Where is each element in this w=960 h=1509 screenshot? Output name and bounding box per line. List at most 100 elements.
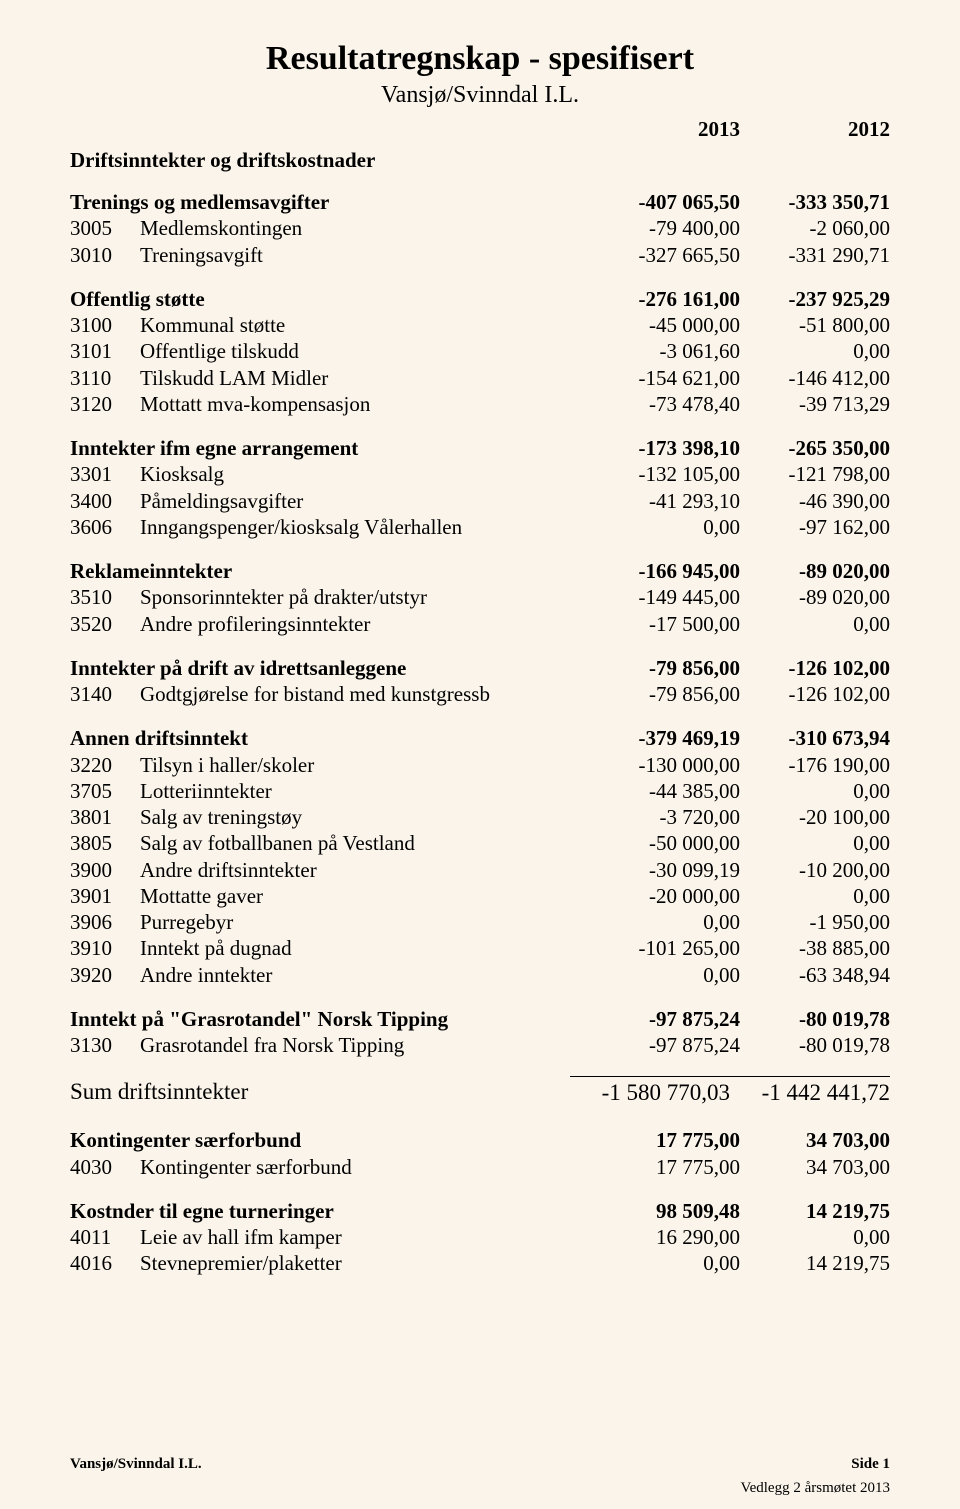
account-number: 3920 xyxy=(70,962,140,988)
account-value-1: -149 445,00 xyxy=(590,584,740,610)
sum-row: Sum driftsinntekter -1 580 770,03 -1 442… xyxy=(70,1076,890,1109)
group-label: Inntekter ifm egne arrangement xyxy=(70,435,590,461)
group-header: Inntekt på "Grasrotandel" Norsk Tipping-… xyxy=(70,1006,890,1032)
account-number: 3301 xyxy=(70,461,140,487)
account-value-1: 0,00 xyxy=(590,962,740,988)
group-header: Inntekter ifm egne arrangement-173 398,1… xyxy=(70,435,890,461)
account-number: 3120 xyxy=(70,391,140,417)
account-number: 3901 xyxy=(70,883,140,909)
account-line: 4011Leie av hall ifm kamper16 290,000,00 xyxy=(70,1224,890,1250)
account-description: Lotteriinntekter xyxy=(140,778,590,804)
account-line: 3100Kommunal støtte-45 000,00-51 800,00 xyxy=(70,312,890,338)
account-value-2: -51 800,00 xyxy=(740,312,890,338)
account-number: 3705 xyxy=(70,778,140,804)
account-group: Inntekter ifm egne arrangement-173 398,1… xyxy=(70,435,890,540)
account-number: 3400 xyxy=(70,488,140,514)
group-value-1: 17 775,00 xyxy=(590,1127,740,1153)
group-value-2: -80 019,78 xyxy=(740,1006,890,1032)
group-value-2: -237 925,29 xyxy=(740,286,890,312)
account-value-1: -154 621,00 xyxy=(590,365,740,391)
year-header-row: 2013 2012 xyxy=(70,117,890,142)
account-value-1: 0,00 xyxy=(590,909,740,935)
group-header: Trenings og medlemsavgifter-407 065,50-3… xyxy=(70,189,890,215)
account-description: Treningsavgift xyxy=(140,242,590,268)
account-value-1: -73 478,40 xyxy=(590,391,740,417)
account-line: 3010Treningsavgift-327 665,50-331 290,71 xyxy=(70,242,890,268)
year-col-1: 2013 xyxy=(590,117,740,142)
account-value-2: 0,00 xyxy=(740,883,890,909)
account-line: 4030Kontingenter særforbund17 775,0034 7… xyxy=(70,1154,890,1180)
account-line: 3400Påmeldingsavgifter-41 293,10-46 390,… xyxy=(70,488,890,514)
group-header: Reklameinntekter-166 945,00-89 020,00 xyxy=(70,558,890,584)
account-line: 3120Mottatt mva-kompensasjon-73 478,40-3… xyxy=(70,391,890,417)
account-value-2: -20 100,00 xyxy=(740,804,890,830)
group-value-1: -97 875,24 xyxy=(590,1006,740,1032)
account-value-1: 16 290,00 xyxy=(590,1224,740,1250)
account-value-1: -132 105,00 xyxy=(590,461,740,487)
account-value-2: -63 348,94 xyxy=(740,962,890,988)
sum-value-2: -1 442 441,72 xyxy=(730,1076,890,1109)
account-line: 3140Godtgjørelse for bistand med kunstgr… xyxy=(70,681,890,707)
group-value-1: -379 469,19 xyxy=(590,725,740,751)
group-value-2: -265 350,00 xyxy=(740,435,890,461)
group-header: Kontingenter særforbund17 775,0034 703,0… xyxy=(70,1127,890,1153)
account-number: 3220 xyxy=(70,752,140,778)
group-label: Inntekt på "Grasrotandel" Norsk Tipping xyxy=(70,1006,590,1032)
income-groups: Trenings og medlemsavgifter-407 065,50-3… xyxy=(70,189,890,1058)
account-number: 3910 xyxy=(70,935,140,961)
account-group: Inntekter på drift av idrettsanleggene-7… xyxy=(70,655,890,708)
account-description: Purregebyr xyxy=(140,909,590,935)
group-label: Trenings og medlemsavgifter xyxy=(70,189,590,215)
account-value-1: -20 000,00 xyxy=(590,883,740,909)
account-description: Tilskudd LAM Midler xyxy=(140,365,590,391)
account-number: 3140 xyxy=(70,681,140,707)
account-group: Inntekt på "Grasrotandel" Norsk Tipping-… xyxy=(70,1006,890,1059)
group-label: Kontingenter særforbund xyxy=(70,1127,590,1153)
account-line: 3910Inntekt på dugnad-101 265,00-38 885,… xyxy=(70,935,890,961)
account-line: 3510Sponsorinntekter på drakter/utstyr-1… xyxy=(70,584,890,610)
account-group: Offentlig støtte-276 161,00-237 925,2931… xyxy=(70,286,890,417)
account-description: Salg av fotballbanen på Vestland xyxy=(140,830,590,856)
account-number: 3900 xyxy=(70,857,140,883)
group-value-2: 14 219,75 xyxy=(740,1198,890,1224)
year-col-2: 2012 xyxy=(740,117,890,142)
account-value-2: -39 713,29 xyxy=(740,391,890,417)
sum-label: Sum driftsinntekter xyxy=(70,1076,570,1109)
expense-groups: Kontingenter særforbund17 775,0034 703,0… xyxy=(70,1127,890,1276)
account-number: 3010 xyxy=(70,242,140,268)
group-value-1: -79 856,00 xyxy=(590,655,740,681)
group-value-1: 98 509,48 xyxy=(590,1198,740,1224)
account-group: Kontingenter særforbund17 775,0034 703,0… xyxy=(70,1127,890,1180)
account-description: Grasrotandel fra Norsk Tipping xyxy=(140,1032,590,1058)
account-value-2: -146 412,00 xyxy=(740,365,890,391)
group-value-1: -276 161,00 xyxy=(590,286,740,312)
account-value-1: -17 500,00 xyxy=(590,611,740,637)
account-value-2: -46 390,00 xyxy=(740,488,890,514)
group-label: Inntekter på drift av idrettsanleggene xyxy=(70,655,590,681)
account-number: 3101 xyxy=(70,338,140,364)
group-label: Reklameinntekter xyxy=(70,558,590,584)
attachment-note: Vedlegg 2 årsmøtet 2013 xyxy=(740,1480,890,1497)
account-description: Kiosksalg xyxy=(140,461,590,487)
account-value-2: -2 060,00 xyxy=(740,215,890,241)
account-group: Reklameinntekter-166 945,00-89 020,00351… xyxy=(70,558,890,637)
account-description: Mottatt mva-kompensasjon xyxy=(140,391,590,417)
account-line: 3110Tilskudd LAM Midler-154 621,00-146 4… xyxy=(70,365,890,391)
account-value-1: -97 875,24 xyxy=(590,1032,740,1058)
account-value-2: 0,00 xyxy=(740,778,890,804)
account-value-1: -130 000,00 xyxy=(590,752,740,778)
account-value-2: -97 162,00 xyxy=(740,514,890,540)
account-value-2: -126 102,00 xyxy=(740,681,890,707)
account-description: Andre inntekter xyxy=(140,962,590,988)
account-number: 3510 xyxy=(70,584,140,610)
section-heading: Driftsinntekter og driftskostnader xyxy=(70,148,890,173)
account-number: 3100 xyxy=(70,312,140,338)
account-value-1: -41 293,10 xyxy=(590,488,740,514)
account-number: 4030 xyxy=(70,1154,140,1180)
account-value-2: -331 290,71 xyxy=(740,242,890,268)
account-value-2: -80 019,78 xyxy=(740,1032,890,1058)
account-group: Trenings og medlemsavgifter-407 065,50-3… xyxy=(70,189,890,268)
account-line: 3130Grasrotandel fra Norsk Tipping-97 87… xyxy=(70,1032,890,1058)
account-value-2: 14 219,75 xyxy=(740,1250,890,1276)
account-line: 3005Medlemskontingen-79 400,00-2 060,00 xyxy=(70,215,890,241)
